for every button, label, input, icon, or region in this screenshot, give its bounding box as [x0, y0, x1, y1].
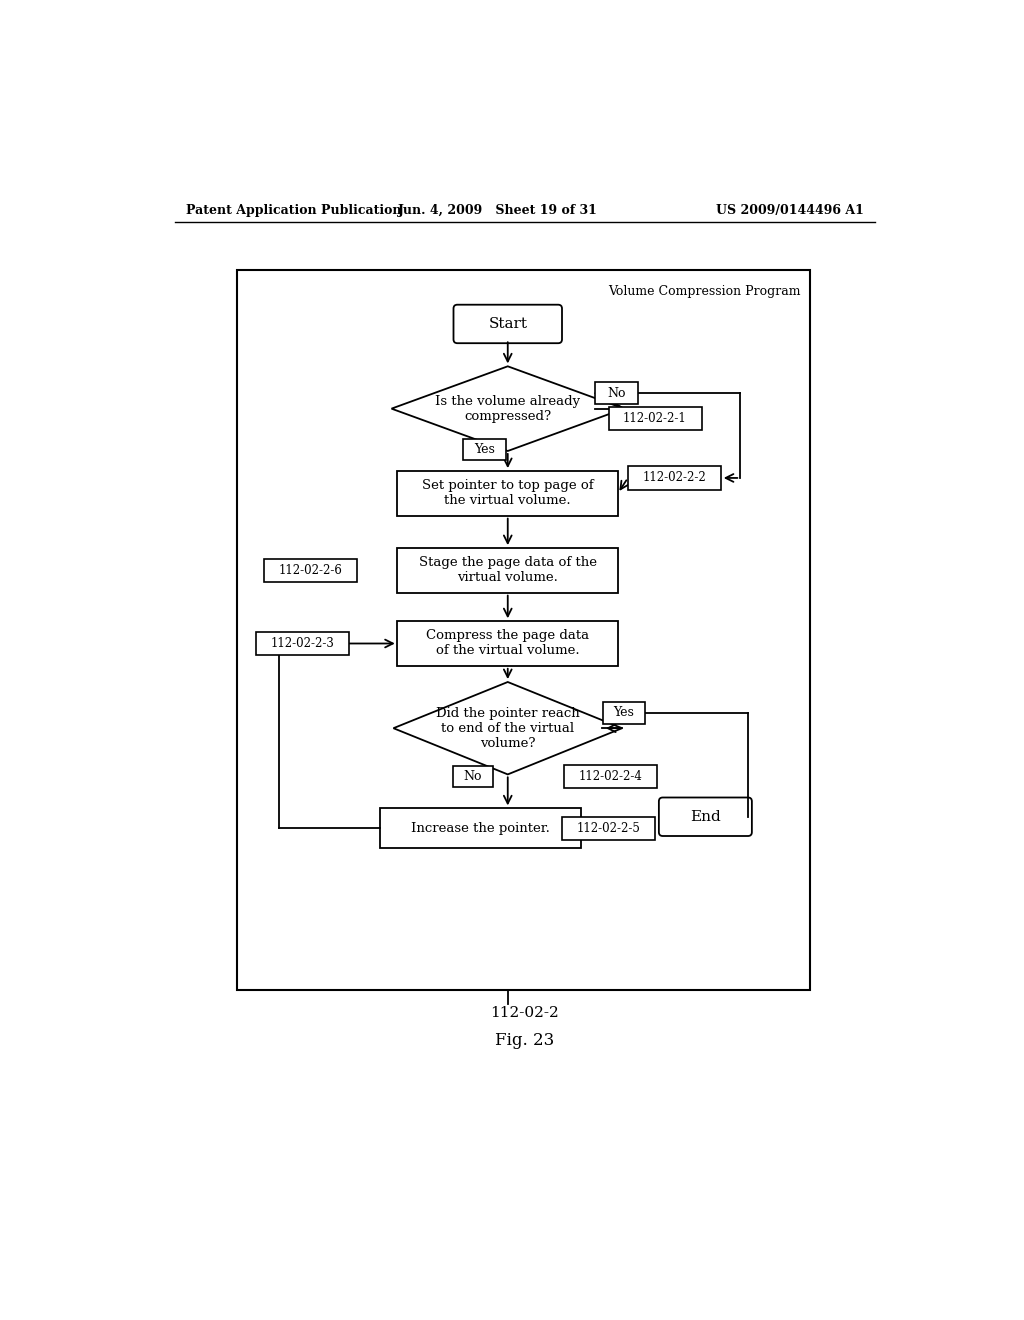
FancyBboxPatch shape	[658, 797, 752, 836]
Text: Is the volume already
compressed?: Is the volume already compressed?	[435, 395, 581, 422]
Text: Yes: Yes	[474, 444, 495, 455]
Bar	[237, 271, 810, 990]
Polygon shape	[391, 367, 624, 451]
Text: Start: Start	[488, 317, 527, 331]
Bar	[256, 632, 349, 655]
Text: Fig. 23: Fig. 23	[496, 1031, 554, 1048]
Text: Increase the pointer.: Increase the pointer.	[412, 822, 550, 834]
Bar	[595, 383, 638, 404]
Bar	[397, 471, 618, 516]
Text: Did the pointer reach
to end of the virtual
volume?: Did the pointer reach to end of the virt…	[436, 706, 580, 750]
Text: Compress the page data
of the virtual volume.: Compress the page data of the virtual vo…	[426, 630, 590, 657]
Text: Yes: Yes	[613, 706, 635, 719]
Text: 112-02-2-5: 112-02-2-5	[577, 822, 640, 834]
Text: US 2009/0144496 A1: US 2009/0144496 A1	[717, 205, 864, 218]
Bar	[603, 702, 645, 723]
Bar	[463, 438, 506, 461]
Text: 112-02-2-3: 112-02-2-3	[270, 638, 334, 649]
Text: No: No	[464, 770, 482, 783]
Text: 112-02-2-2: 112-02-2-2	[642, 471, 707, 484]
Bar	[562, 817, 655, 840]
Bar	[608, 407, 701, 430]
Bar	[397, 548, 618, 593]
Text: 112-02-2-6: 112-02-2-6	[279, 564, 342, 577]
Text: Volume Compression Program: Volume Compression Program	[608, 285, 801, 298]
Bar	[628, 466, 721, 490]
Text: Jun. 4, 2009   Sheet 19 of 31: Jun. 4, 2009 Sheet 19 of 31	[397, 205, 598, 218]
Bar	[263, 558, 356, 582]
Text: 112-02-2-1: 112-02-2-1	[624, 412, 687, 425]
Bar	[453, 766, 493, 788]
Text: 112-02-2-4: 112-02-2-4	[579, 770, 643, 783]
Text: Set pointer to top page of
the virtual volume.: Set pointer to top page of the virtual v…	[422, 479, 594, 507]
Text: Patent Application Publication: Patent Application Publication	[186, 205, 401, 218]
Text: End: End	[690, 809, 721, 824]
Bar	[397, 622, 618, 665]
Text: Stage the page data of the
virtual volume.: Stage the page data of the virtual volum…	[419, 556, 597, 585]
FancyBboxPatch shape	[454, 305, 562, 343]
Text: 112-02-2: 112-02-2	[490, 1006, 559, 1020]
Bar	[564, 766, 657, 788]
Polygon shape	[393, 682, 622, 775]
Bar	[380, 808, 582, 849]
Text: No: No	[607, 387, 626, 400]
